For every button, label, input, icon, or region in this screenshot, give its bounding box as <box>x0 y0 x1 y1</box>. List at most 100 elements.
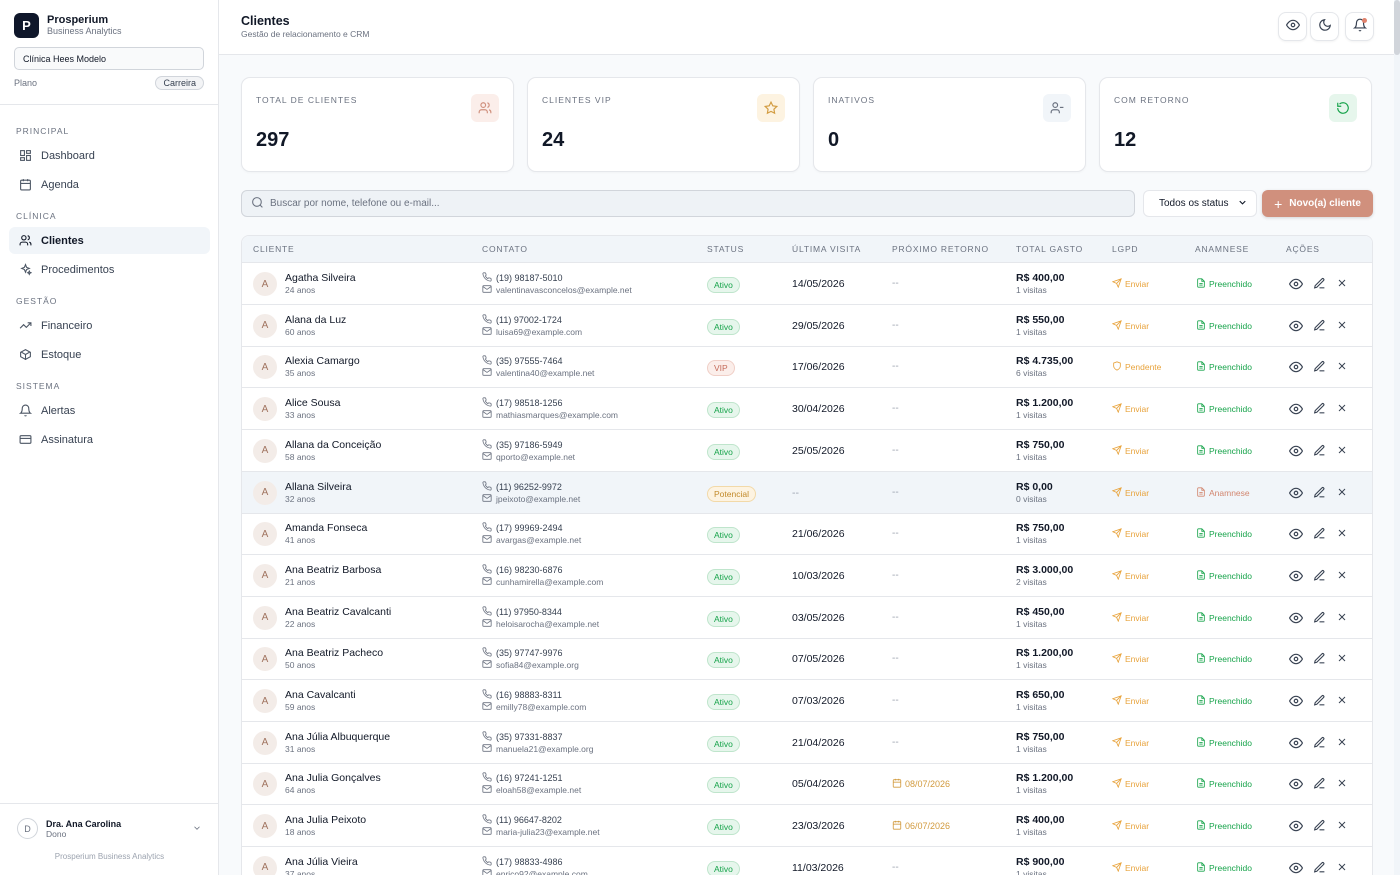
lgpd-action[interactable]: Enviar <box>1111 444 1149 457</box>
table-row[interactable]: A Alice Sousa 33 anos (17) 98518-1256 mathia… <box>242 388 1372 431</box>
user-menu[interactable]: D Dra. Ana Carolina Dono <box>0 804 219 839</box>
delete-button[interactable] <box>1336 569 1350 583</box>
delete-button[interactable] <box>1336 444 1350 458</box>
th-proximo-retorno[interactable]: PRÓXIMO RETORNO <box>892 244 989 254</box>
view-button[interactable] <box>1288 444 1304 458</box>
client-name[interactable]: Ana Julia Peixoto <box>285 814 367 827</box>
anamnese-status[interactable]: Preenchido <box>1196 278 1252 290</box>
lgpd-action[interactable]: Enviar <box>1111 611 1149 624</box>
table-row[interactable]: A Allana Silveira 32 anos (11) 96252-9972 jp… <box>242 471 1372 514</box>
view-button[interactable] <box>1288 486 1304 500</box>
sidebar-item-assinatura[interactable]: Assinatura <box>9 426 210 453</box>
edit-button[interactable] <box>1313 277 1327 291</box>
delete-button[interactable] <box>1336 777 1350 791</box>
table-row[interactable]: A Alana da Luz 60 anos (11) 97002-1724 luisa… <box>242 305 1372 347</box>
edit-button[interactable] <box>1313 694 1327 708</box>
edit-button[interactable] <box>1313 486 1327 500</box>
lgpd-action[interactable]: Enviar <box>1111 278 1149 290</box>
delete-button[interactable] <box>1336 819 1350 833</box>
view-button[interactable] <box>1288 694 1304 708</box>
edit-button[interactable] <box>1313 319 1327 333</box>
delete-button[interactable] <box>1336 652 1350 666</box>
delete-button[interactable] <box>1336 486 1350 500</box>
anamnese-status[interactable]: Preenchido <box>1196 570 1252 582</box>
table-row[interactable]: A Ana Beatriz Cavalcanti 22 anos (11) 97950… <box>242 597 1372 639</box>
client-name[interactable]: Ana Júlia Vieira <box>285 855 358 868</box>
view-button[interactable] <box>1288 319 1304 333</box>
status-filter-select[interactable]: Todos os status <box>1143 190 1257 217</box>
th-anamnese[interactable]: ANAMNESE <box>1195 244 1250 254</box>
lgpd-action[interactable]: Enviar <box>1111 570 1149 582</box>
lgpd-action[interactable]: Enviar <box>1111 861 1149 874</box>
privacy-toggle-button[interactable] <box>1278 12 1307 41</box>
table-row[interactable]: A Agatha Silveira 24 anos (19) 98187-5010 va… <box>242 263 1372 305</box>
table-row[interactable]: A Ana Cavalcanti 59 anos (16) 98883-8311 emi… <box>242 680 1372 722</box>
client-name[interactable]: Ana Beatriz Barbosa <box>285 563 382 576</box>
edit-button[interactable] <box>1313 527 1327 541</box>
table-row[interactable]: A Ana Beatriz Barbosa 21 anos (16) 98230-68… <box>242 555 1372 597</box>
delete-button[interactable] <box>1336 861 1350 875</box>
sidebar-item-estoque[interactable]: Estoque <box>9 341 210 368</box>
view-button[interactable] <box>1288 527 1304 541</box>
clinic-selector[interactable]: Clínica Hees Modelo <box>14 47 204 70</box>
sidebar-item-financeiro[interactable]: Financeiro <box>9 312 210 339</box>
delete-button[interactable] <box>1336 360 1350 374</box>
view-button[interactable] <box>1288 819 1304 833</box>
lgpd-action[interactable]: Enviar <box>1111 695 1149 707</box>
edit-button[interactable] <box>1313 360 1327 374</box>
th-ultima-visita[interactable]: ÚLTIMA VISITA <box>792 244 862 254</box>
table-row[interactable]: A Ana Julia Peixoto 18 anos (11) 96647-8202… <box>242 805 1372 848</box>
view-button[interactable] <box>1288 569 1304 583</box>
view-button[interactable] <box>1288 861 1304 875</box>
edit-button[interactable] <box>1313 861 1327 875</box>
search-input[interactable]: Buscar por nome, telefone ou e-mail... <box>241 190 1135 217</box>
th-lgpd[interactable]: LGPD <box>1112 244 1139 254</box>
view-button[interactable] <box>1288 777 1304 791</box>
table-row[interactable]: A Ana Júlia Vieira 37 anos (17) 98833-4986 e… <box>242 847 1372 875</box>
client-name[interactable]: Ana Julia Gonçalves <box>285 772 381 785</box>
sidebar-item-clientes[interactable]: Clientes <box>9 227 210 254</box>
lgpd-action[interactable]: Enviar <box>1111 736 1149 749</box>
client-name[interactable]: Agatha Silveira <box>285 272 356 284</box>
table-row[interactable]: A Alexia Camargo 35 anos (35) 97555-7464 val… <box>242 346 1372 389</box>
anamnese-status[interactable]: Anamnese <box>1196 486 1250 499</box>
table-row[interactable]: A Amanda Fonseca 41 anos (17) 99969-2494 ava… <box>242 513 1372 556</box>
view-button[interactable] <box>1288 360 1304 374</box>
lgpd-action[interactable]: Enviar <box>1111 653 1149 665</box>
view-button[interactable] <box>1288 402 1304 416</box>
lgpd-action[interactable]: Enviar <box>1111 486 1149 499</box>
sidebar-item-agenda[interactable]: Agenda <box>9 171 210 198</box>
client-name[interactable]: Alexia Camargo <box>285 355 360 368</box>
anamnese-status[interactable]: Preenchido <box>1196 320 1252 332</box>
sidebar-item-procedimentos[interactable]: Procedimentos <box>9 256 210 283</box>
table-row[interactable]: A Allana da Conceição 58 anos (35) 97186-59… <box>242 430 1372 472</box>
sidebar-item-dashboard[interactable]: Dashboard <box>9 142 210 169</box>
anamnese-status[interactable]: Preenchido <box>1196 361 1252 373</box>
anamnese-status[interactable]: Preenchido <box>1196 612 1252 624</box>
edit-button[interactable] <box>1313 569 1327 583</box>
client-name[interactable]: Allana Silveira <box>285 480 352 493</box>
delete-button[interactable] <box>1336 402 1350 416</box>
table-row[interactable]: A Ana Beatriz Pacheco 50 anos (35) 97747-99… <box>242 638 1372 681</box>
client-name[interactable]: Ana Júlia Albuquerque <box>285 730 391 743</box>
view-button[interactable] <box>1288 611 1304 625</box>
edit-button[interactable] <box>1313 819 1327 833</box>
edit-button[interactable] <box>1313 777 1327 791</box>
anamnese-status[interactable]: Preenchido <box>1196 403 1252 415</box>
delete-button[interactable] <box>1336 277 1350 291</box>
lgpd-action[interactable]: Enviar <box>1111 820 1149 832</box>
edit-button[interactable] <box>1313 652 1327 666</box>
anamnese-status[interactable]: Preenchido <box>1196 695 1252 707</box>
scrollbar[interactable] <box>1394 0 1400 875</box>
client-name[interactable]: Allana da Conceição <box>285 438 382 451</box>
th-cliente[interactable]: CLIENTE <box>253 244 295 254</box>
theme-toggle-button[interactable] <box>1310 12 1339 41</box>
edit-button[interactable] <box>1313 444 1327 458</box>
anamnese-status[interactable]: Preenchido <box>1196 862 1252 874</box>
edit-button[interactable] <box>1313 736 1327 750</box>
client-name[interactable]: Ana Cavalcanti <box>285 689 356 701</box>
edit-button[interactable] <box>1313 402 1327 416</box>
client-name[interactable]: Alana da Luz <box>285 313 347 326</box>
lgpd-action[interactable]: Enviar <box>1111 778 1149 790</box>
chevron-down-icon[interactable] <box>192 822 202 836</box>
